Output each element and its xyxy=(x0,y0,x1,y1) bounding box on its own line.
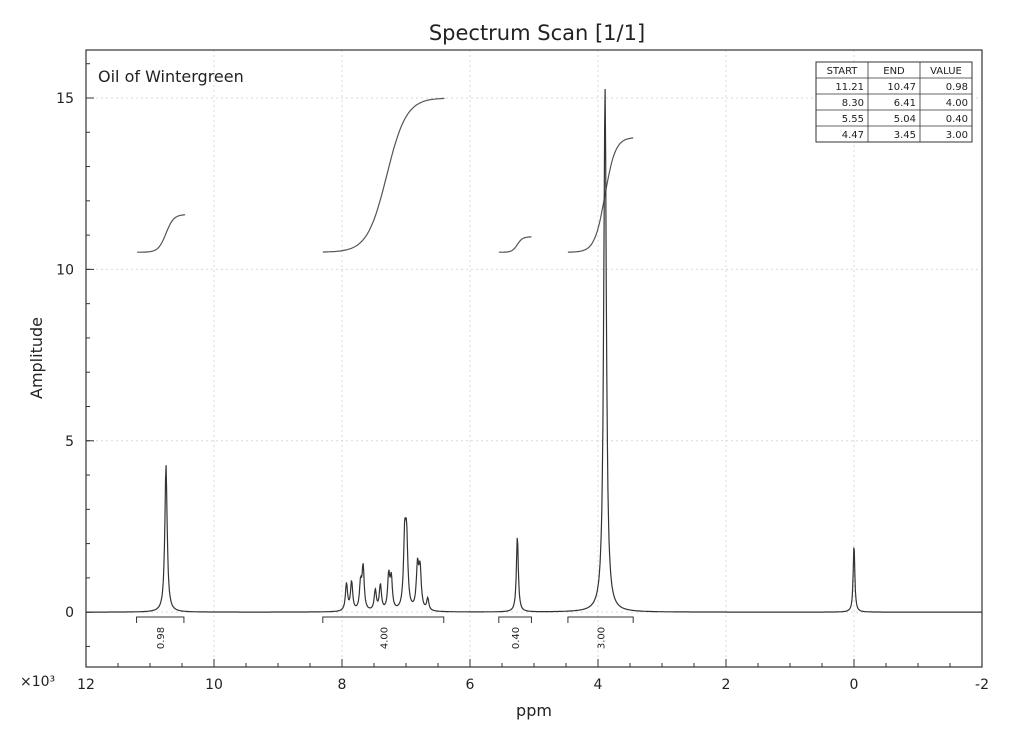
grid xyxy=(86,50,982,667)
integral-value-label: 3.00 xyxy=(597,627,608,649)
chart-title: Spectrum Scan [1/1] xyxy=(429,21,645,45)
table-cell: 8.30 xyxy=(842,98,864,109)
integral-value-label: 0.98 xyxy=(156,627,167,649)
plot-frame xyxy=(85,49,983,668)
x-tick-label: 12 xyxy=(77,677,95,693)
integral-table-frame xyxy=(815,61,973,143)
integral-table: START END VALUE 11.21 10.47 0.98 8.30 6.41 4.00 5… xyxy=(815,61,973,143)
integral-curve xyxy=(498,236,532,253)
integral-bracket xyxy=(322,616,445,623)
table-cell: 3.45 xyxy=(894,130,916,141)
axis-ticks: 12 10 8 6 4 2 0 -2 0 5 10 15 xyxy=(56,63,989,693)
table-header-cell: END xyxy=(883,66,905,77)
table-cell: 5.04 xyxy=(894,114,916,125)
spectrum-line xyxy=(86,88,982,613)
table-cell: 4.00 xyxy=(946,98,968,109)
y-tick-label: 5 xyxy=(65,434,74,450)
y-tick-label: 10 xyxy=(56,262,74,278)
table-cell: 0.98 xyxy=(946,82,968,93)
integral-curve xyxy=(322,97,445,253)
x-tick-label: 4 xyxy=(594,677,603,693)
y-tick-label: 15 xyxy=(56,91,74,107)
spectrum xyxy=(86,88,982,613)
y-axis-label: Amplitude xyxy=(27,317,46,399)
x-axis-label: ppm xyxy=(516,701,552,720)
table-header-cell: VALUE xyxy=(930,66,962,77)
x-tick-label: 2 xyxy=(722,677,731,693)
integral-bracket xyxy=(498,616,532,623)
y-tick-label: 0 xyxy=(65,605,74,621)
integral-curve xyxy=(567,137,634,253)
integral-curve xyxy=(137,214,186,253)
sample-label: Oil of Wintergreen xyxy=(98,67,244,86)
table-cell: 3.00 xyxy=(946,130,968,141)
x-tick-label: 6 xyxy=(466,677,475,693)
x-tick-label: 8 xyxy=(338,677,347,693)
integral-value-label: 0.40 xyxy=(511,627,522,649)
table-cell: 11.21 xyxy=(835,82,864,93)
table-cell: 6.41 xyxy=(894,98,916,109)
integral-brackets: 0.98 4.00 0.40 3.00 xyxy=(136,616,634,649)
table-cell: 0.40 xyxy=(946,114,968,125)
integral-bracket xyxy=(136,616,185,623)
table-cell: 10.47 xyxy=(887,82,916,93)
x-tick-label: 0 xyxy=(850,677,859,693)
table-cell: 4.47 xyxy=(842,130,864,141)
x-tick-label: 10 xyxy=(205,677,223,693)
y-axis-multiplier: ×10³ xyxy=(20,674,55,690)
table-header-cell: START xyxy=(827,66,859,77)
integral-curves xyxy=(137,97,634,253)
table-cell: 5.55 xyxy=(842,114,864,125)
integral-value-label: 4.00 xyxy=(379,627,390,649)
x-tick-label: -2 xyxy=(975,677,989,693)
integral-bracket xyxy=(567,616,634,623)
